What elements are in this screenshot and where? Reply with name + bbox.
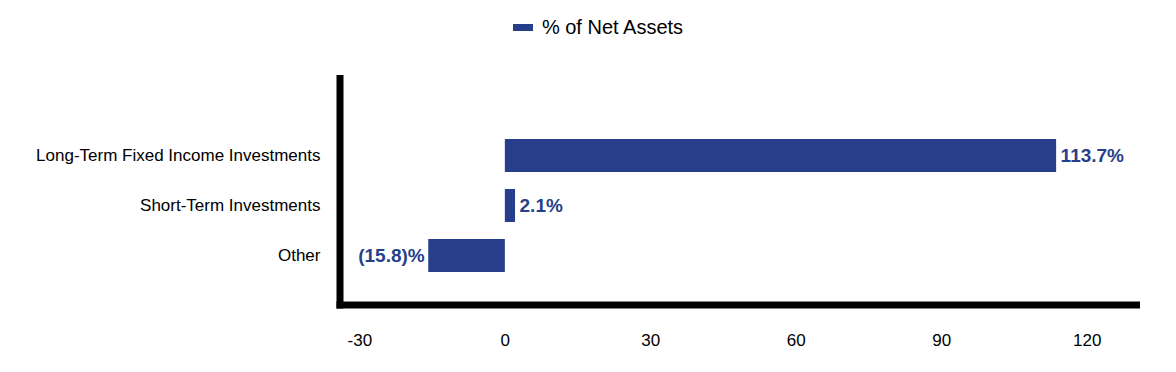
svg-text:Other: Other bbox=[278, 246, 321, 265]
svg-text:0: 0 bbox=[501, 331, 510, 350]
svg-text:(15.8)%: (15.8)% bbox=[358, 245, 425, 266]
svg-text:113.7%: 113.7% bbox=[1061, 145, 1124, 166]
svg-text:90: 90 bbox=[932, 331, 951, 350]
svg-text:2.1%: 2.1% bbox=[520, 195, 563, 216]
svg-text:-30: -30 bbox=[348, 331, 373, 350]
svg-text:30: 30 bbox=[641, 331, 660, 350]
svg-text:60: 60 bbox=[787, 331, 806, 350]
html-text:% of Net Assets: % of Net Assets bbox=[541, 16, 684, 38]
svg-text:120: 120 bbox=[1073, 331, 1101, 350]
svg-text:Short-Term Investments: Short-Term Investments bbox=[140, 196, 320, 215]
svg-text:Long-Term Fixed Income Investm: Long-Term Fixed Income Investments bbox=[36, 146, 320, 165]
